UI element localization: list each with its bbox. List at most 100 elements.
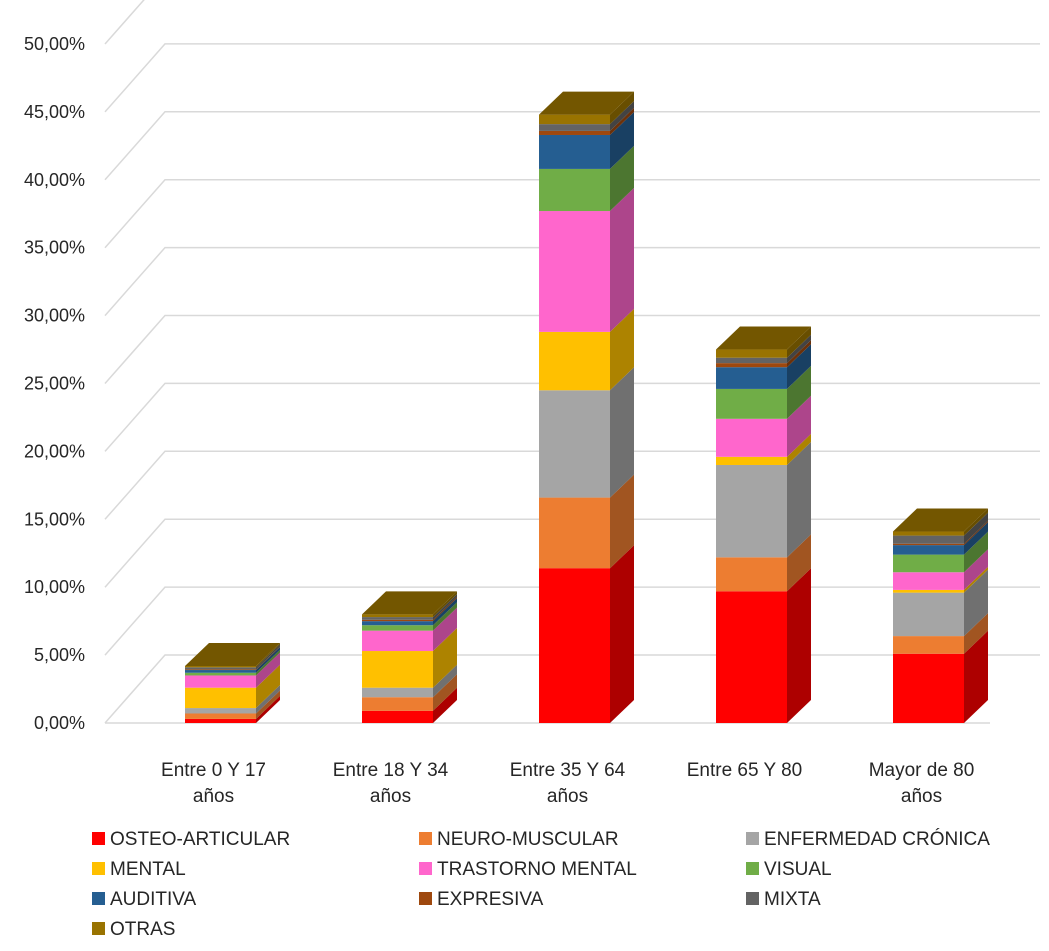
bar-front (893, 653, 964, 723)
bar-front (185, 667, 256, 670)
y-tick-label: 35,00% (24, 238, 85, 258)
bar-front (716, 367, 787, 389)
legend-swatch (92, 832, 105, 845)
bar-front (893, 554, 964, 573)
legend-swatch (746, 832, 759, 845)
bar-side (787, 344, 811, 389)
bars (185, 91, 988, 723)
bar-stack (716, 326, 811, 723)
bar-front (539, 168, 610, 212)
bar-segment (539, 545, 634, 723)
legend-item: TRASTORNO MENTAL (419, 859, 637, 880)
gridlines (104, 0, 1040, 724)
bar-side (610, 145, 634, 212)
bar-segment (893, 531, 988, 573)
bar-stack (539, 91, 634, 723)
bar-side (964, 508, 988, 536)
legend-label: EXPRESIVA (437, 889, 544, 910)
gridline (104, 0, 145, 45)
bar-segment (185, 685, 280, 714)
bar-front (185, 708, 256, 714)
bar-side (256, 690, 280, 719)
bar-stack (893, 508, 988, 723)
bar-front (893, 543, 964, 546)
bar-segment (716, 344, 811, 389)
bar-segment (185, 690, 280, 719)
bar-front (539, 134, 610, 169)
y-tick-label: 15,00% (24, 509, 85, 529)
bar-front (362, 614, 433, 618)
bar-side (433, 687, 457, 723)
bar-stack (185, 642, 280, 723)
bar-front (185, 665, 256, 668)
bar-top (539, 91, 634, 115)
legend-item: OSTEO-ARTICULAR (92, 829, 290, 850)
legend-swatch (92, 892, 105, 905)
bar-side (433, 607, 457, 652)
bar-side (787, 534, 811, 592)
bar-segment (362, 596, 457, 622)
bar-front (362, 625, 433, 631)
gridline (104, 246, 1040, 317)
bar-side (433, 602, 457, 631)
bar-side (256, 664, 280, 709)
bar-front (539, 331, 610, 391)
bar-segment (539, 101, 634, 131)
bar-segment (362, 591, 457, 618)
y-tick-label: 40,00% (24, 170, 85, 190)
bar-side (787, 326, 811, 358)
bar-segment (185, 649, 280, 676)
gridline (104, 111, 1040, 181)
bar-front (362, 621, 433, 626)
bar-side (256, 649, 280, 676)
legend-label: MIXTA (764, 889, 821, 910)
bar-side (610, 111, 634, 169)
bar-front (716, 456, 787, 465)
y-tick-label: 50,00% (24, 34, 85, 54)
bar-side (256, 652, 280, 688)
y-tick-label: 25,00% (24, 374, 85, 394)
bar-side (787, 395, 811, 457)
legend-item: ENFERMEDAD CRÓNICA (746, 828, 990, 850)
bar-segment (185, 664, 280, 709)
legend-label: VISUAL (764, 859, 832, 880)
bar-front (893, 535, 964, 544)
legend-swatch (419, 892, 432, 905)
bar-segment (185, 647, 280, 673)
bar-top (362, 591, 457, 615)
bar-side (964, 613, 988, 654)
bar-front (539, 497, 610, 569)
legend-swatch (746, 892, 759, 905)
bar-segment (362, 628, 457, 688)
bar-segment (716, 395, 811, 457)
legend-item: NEURO-MUSCULAR (419, 829, 619, 850)
bar-stack (362, 591, 457, 723)
legend-item: OTRAS (92, 919, 175, 940)
bar-front (185, 675, 256, 688)
bar-top (185, 642, 280, 666)
bar-front (716, 357, 787, 364)
bar-side (964, 531, 988, 573)
legend-item: AUDITIVA (92, 889, 197, 910)
bar-segment (539, 111, 634, 169)
bar-side (964, 522, 988, 555)
y-axis: 0,00% 5,00% 10,00% 15,00% 20,00% 25,00% 30,00%… (24, 34, 85, 733)
y-tick-label: 20,00% (24, 441, 85, 461)
bar-front (893, 589, 964, 593)
bar-segment (362, 607, 457, 652)
gridline (104, 314, 1040, 384)
bar-front (893, 572, 964, 590)
bar-front (716, 388, 787, 419)
bar-side (787, 568, 811, 723)
legend-item: VISUAL (746, 859, 832, 880)
bar-segment (893, 566, 988, 593)
bar-segment (716, 365, 811, 419)
y-tick-label: 30,00% (24, 306, 85, 326)
x-category-label: Entre 18 Y 34 (333, 760, 449, 781)
bar-side (610, 308, 634, 391)
legend-label: NEURO-MUSCULAR (437, 829, 619, 850)
bar-side (256, 644, 280, 670)
bar-top (893, 508, 988, 532)
bar-side (610, 545, 634, 723)
